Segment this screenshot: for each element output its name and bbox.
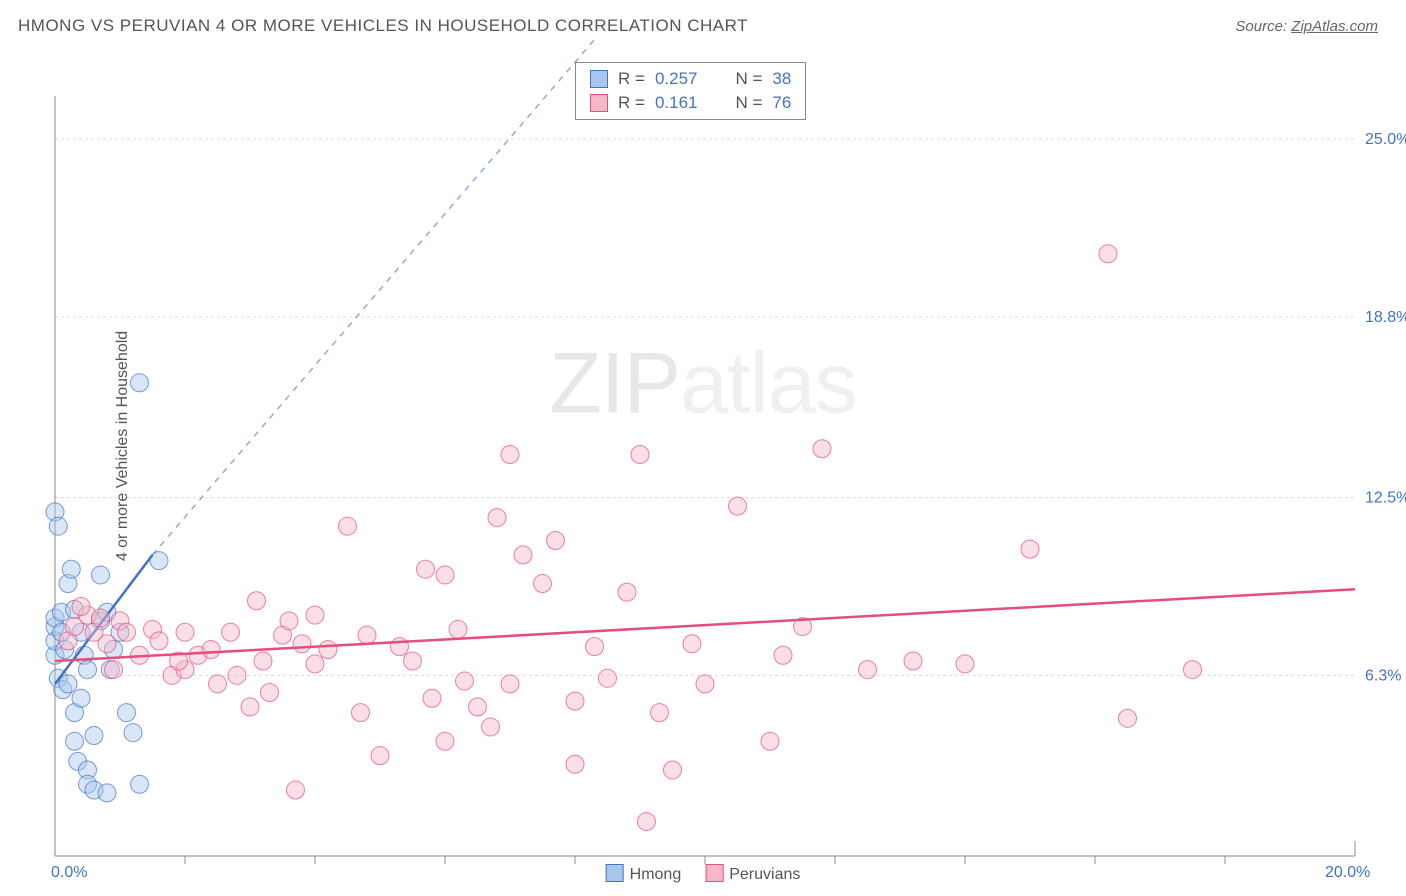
series-legend: Hmong Peruvians: [606, 864, 801, 884]
legend-label: Hmong: [630, 866, 682, 883]
source-attribution: Source: ZipAtlas.com: [1235, 18, 1378, 35]
r-value: 0.161: [655, 93, 698, 113]
legend-item-hmong: Hmong: [606, 864, 682, 884]
r-label: R =: [618, 93, 645, 113]
source-prefix: Source:: [1235, 18, 1291, 35]
swatch-hmong: [590, 70, 608, 88]
n-value: 76: [772, 93, 791, 113]
scatter-plot: 6.3% 12.5% 18.8% 25.0%: [0, 36, 1406, 896]
chart-title: HMONG VS PERUVIAN 4 OR MORE VEHICLES IN …: [0, 0, 1406, 36]
correlation-stats-box: R = 0.257 N = 38 R = 0.161 N = 76: [575, 62, 806, 120]
svg-text:12.5%: 12.5%: [1365, 490, 1406, 507]
legend-item-peruvians: Peruvians: [705, 864, 800, 884]
stats-row-hmong: R = 0.257 N = 38: [576, 67, 805, 91]
n-label: N =: [735, 69, 762, 89]
legend-label: Peruvians: [729, 866, 800, 883]
legend-swatch-peruvians: [705, 864, 723, 882]
x-axis-min-label: 0.0%: [51, 864, 87, 882]
x-axis-max-label: 20.0%: [1325, 864, 1370, 882]
r-value: 0.257: [655, 69, 698, 89]
legend-swatch-hmong: [606, 864, 624, 882]
n-value: 38: [772, 69, 791, 89]
source-link[interactable]: ZipAtlas.com: [1291, 18, 1378, 35]
svg-text:6.3%: 6.3%: [1365, 667, 1401, 684]
r-label: R =: [618, 69, 645, 89]
chart-container: HMONG VS PERUVIAN 4 OR MORE VEHICLES IN …: [0, 0, 1406, 892]
y-axis-label: 4 or more Vehicles in Household: [114, 331, 132, 561]
svg-text:25.0%: 25.0%: [1365, 131, 1406, 148]
stats-row-peruvians: R = 0.161 N = 76: [576, 91, 805, 115]
svg-text:18.8%: 18.8%: [1365, 309, 1406, 326]
swatch-peruvians: [590, 94, 608, 112]
n-label: N =: [735, 93, 762, 113]
